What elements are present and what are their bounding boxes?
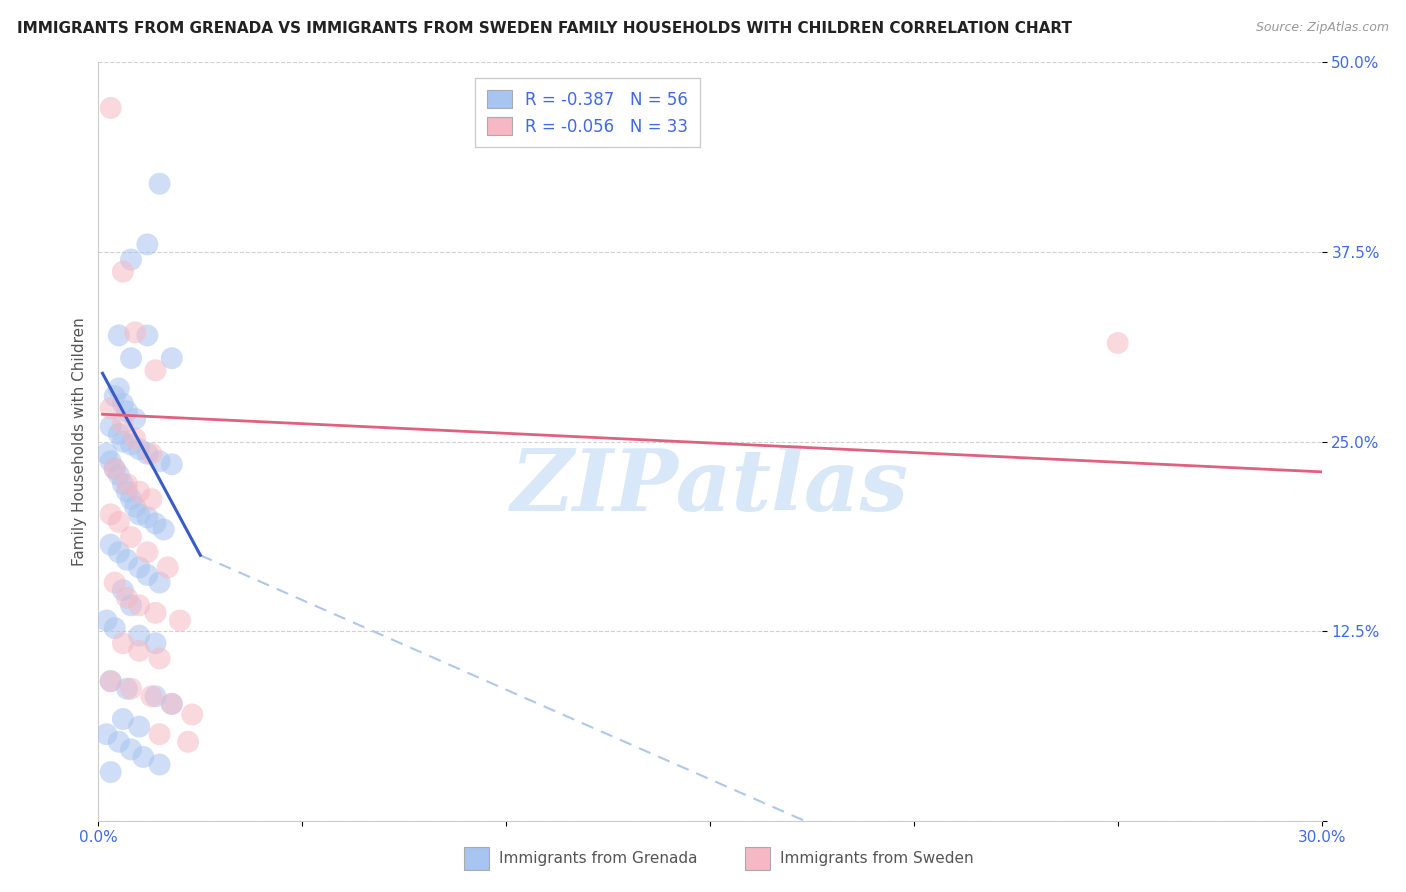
Point [128, 560, 150, 574]
Point [136, 510, 159, 524]
Point [145, 636, 167, 650]
Point [108, 467, 131, 482]
Point [128, 720, 150, 734]
Point [111, 583, 134, 598]
Point [152, 523, 174, 537]
Text: ZIPatlas: ZIPatlas [510, 445, 910, 529]
Point [108, 382, 131, 396]
Point [104, 462, 127, 476]
Point [100, 674, 122, 689]
Point [104, 389, 127, 403]
Point [124, 326, 146, 340]
Point [145, 606, 167, 620]
Point [160, 697, 183, 711]
Point [160, 351, 183, 366]
Point [145, 363, 167, 377]
Point [111, 477, 134, 491]
Point [136, 545, 159, 559]
Point [149, 575, 172, 590]
Point [132, 750, 155, 764]
Legend: R = -0.387   N = 56, R = -0.056   N = 33: R = -0.387 N = 56, R = -0.056 N = 33 [475, 78, 700, 147]
Point [104, 462, 127, 476]
Point [108, 545, 131, 559]
Point [169, 614, 191, 628]
Point [115, 477, 138, 491]
Point [149, 651, 172, 665]
Text: Immigrants from Sweden: Immigrants from Sweden [780, 852, 974, 866]
Point [160, 458, 183, 472]
Point [115, 591, 138, 605]
Point [100, 674, 122, 689]
Point [141, 447, 163, 461]
Point [115, 484, 138, 499]
Point [120, 742, 142, 756]
Point [120, 351, 142, 366]
Point [128, 484, 150, 499]
Point [136, 237, 159, 252]
Point [181, 707, 204, 722]
Point [177, 735, 200, 749]
Point [141, 690, 163, 704]
Point [160, 697, 183, 711]
Point [108, 427, 131, 442]
Point [100, 454, 122, 468]
Point [111, 434, 134, 449]
Point [100, 101, 122, 115]
Point [128, 599, 150, 613]
Point [120, 530, 142, 544]
Point [100, 508, 122, 522]
Point [108, 515, 131, 529]
Point [145, 516, 167, 531]
Point [141, 492, 163, 507]
Point [96, 614, 118, 628]
Point [104, 575, 127, 590]
Point [124, 412, 146, 426]
Point [120, 252, 142, 267]
Point [156, 560, 179, 574]
Point [149, 727, 172, 741]
Point [136, 447, 159, 461]
Point [96, 447, 118, 461]
Point [111, 265, 134, 279]
Point [111, 636, 134, 650]
Point [128, 508, 150, 522]
Point [115, 553, 138, 567]
Point [128, 644, 150, 658]
Text: Source: ZipAtlas.com: Source: ZipAtlas.com [1256, 21, 1389, 35]
Point [120, 599, 142, 613]
Point [104, 621, 127, 635]
Point [136, 568, 159, 582]
Point [128, 442, 150, 457]
Bar [464, 847, 489, 870]
Point [149, 177, 172, 191]
Point [124, 432, 146, 446]
Point [108, 328, 131, 343]
Point [115, 404, 138, 418]
Point [120, 492, 142, 507]
Point [96, 727, 118, 741]
Point [100, 401, 122, 416]
Point [111, 417, 134, 431]
Point [149, 757, 172, 772]
Point [149, 454, 172, 468]
Point [111, 712, 134, 726]
Point [124, 500, 146, 514]
Text: Immigrants from Grenada: Immigrants from Grenada [499, 852, 697, 866]
Point [120, 437, 142, 451]
Point [1107, 335, 1129, 350]
Point [108, 735, 131, 749]
Text: IMMIGRANTS FROM GRENADA VS IMMIGRANTS FROM SWEDEN FAMILY HOUSEHOLDS WITH CHILDRE: IMMIGRANTS FROM GRENADA VS IMMIGRANTS FR… [17, 21, 1071, 37]
Point [100, 538, 122, 552]
Bar [745, 847, 770, 870]
Y-axis label: Family Households with Children: Family Households with Children [72, 318, 87, 566]
Point [100, 765, 122, 780]
Point [120, 681, 142, 696]
Point [111, 396, 134, 410]
Point [145, 690, 167, 704]
Point [128, 629, 150, 643]
Point [136, 328, 159, 343]
Point [115, 681, 138, 696]
Point [100, 419, 122, 434]
